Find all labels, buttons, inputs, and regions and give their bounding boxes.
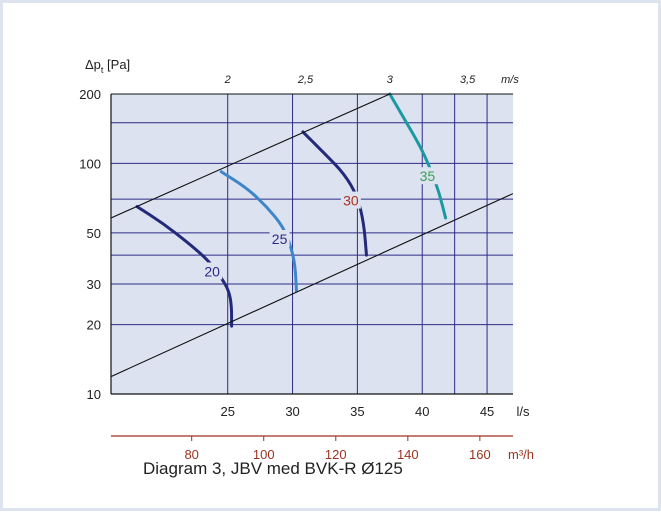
axes xyxy=(110,93,513,441)
velocity-tick-label: 3,5 xyxy=(460,74,476,86)
m3h-tick-label: 80 xyxy=(184,447,198,462)
x-tick-label: 45 xyxy=(480,404,494,419)
plot-area xyxy=(111,94,513,394)
x-axis-label: l/s xyxy=(517,404,531,419)
series-label-bg xyxy=(269,230,290,248)
velocity-tick-label: 2,5 xyxy=(297,74,314,86)
velocity-axis-label: m/s xyxy=(501,74,519,86)
m3h-axis-label: m³/h xyxy=(508,447,534,462)
series-label-30: 30 xyxy=(343,193,359,209)
m3h-tick-label: 160 xyxy=(469,447,491,462)
m3h-tick-label: 120 xyxy=(325,447,347,462)
series-curve-35 xyxy=(388,92,448,220)
line-chart: 20 25 30 35 10 20 30 50 100 200 Δpt [Pa] 25 30 35 40 4… xyxy=(79,57,534,462)
y-tick-label: 30 xyxy=(87,277,101,292)
y-tick-label: 20 xyxy=(87,318,101,333)
x-tick-label: 40 xyxy=(415,404,429,419)
y-axis-label: Δpt [Pa] xyxy=(85,57,130,75)
chart-caption: Diagram 3, JBV med BVK-R Ø125 xyxy=(143,459,403,478)
boundary-line xyxy=(111,193,513,378)
series-label-20: 20 xyxy=(204,263,220,279)
x-tick-label: 25 xyxy=(220,404,234,419)
series-curve-30 xyxy=(301,130,368,257)
gridlines xyxy=(110,93,513,394)
series-label-25: 25 xyxy=(272,231,288,247)
series-label-bg xyxy=(417,167,438,185)
boundary-line xyxy=(111,94,391,219)
y-tick-label: 10 xyxy=(87,387,101,402)
y-tick-label: 200 xyxy=(79,87,101,102)
velocity-tick-label: 3 xyxy=(387,74,394,86)
m3h-tick-label: 100 xyxy=(253,447,275,462)
x-tick-label: 35 xyxy=(350,404,364,419)
series-curve-20 xyxy=(135,205,234,328)
series-label-bg xyxy=(340,191,361,209)
m3h-tick-label: 140 xyxy=(397,447,419,462)
y-tick-label: 100 xyxy=(79,156,101,171)
series-label-35: 35 xyxy=(420,168,436,184)
series-label-bg xyxy=(202,262,223,280)
x-tick-label: 30 xyxy=(285,404,299,419)
series-curve-25 xyxy=(219,170,298,293)
velocity-tick-label: 2 xyxy=(224,74,231,86)
series-curves: 20 25 30 35 xyxy=(135,92,448,328)
tick-labels: 10 20 30 50 100 200 Δpt [Pa] 25 30 35 40 45 l/s 80 100… xyxy=(79,57,534,462)
y-tick-label: 50 xyxy=(87,226,101,241)
